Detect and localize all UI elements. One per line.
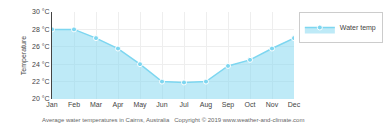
svg-text:24 °C: 24 °C <box>32 61 50 68</box>
svg-text:Oct: Oct <box>245 101 256 108</box>
svg-text:Jul: Jul <box>180 101 189 108</box>
svg-text:28 °C: 28 °C <box>32 26 50 33</box>
svg-text:Sep: Sep <box>222 101 235 109</box>
svg-text:26 °C: 26 °C <box>32 43 50 50</box>
svg-text:Jan: Jan <box>46 101 57 108</box>
svg-text:30 °C: 30 °C <box>32 8 50 15</box>
svg-text:Average water temperatures in: Average water temperatures in Cairns, Au… <box>42 117 304 123</box>
svg-text:20 °C: 20 °C <box>32 95 50 102</box>
svg-text:Temperature: Temperature <box>20 36 28 75</box>
svg-text:Jun: Jun <box>156 101 167 108</box>
svg-text:May: May <box>133 101 147 109</box>
svg-text:Mar: Mar <box>90 101 103 108</box>
svg-text:Aug: Aug <box>200 101 213 109</box>
svg-text:Apr: Apr <box>113 101 125 109</box>
svg-text:Dec: Dec <box>288 101 301 108</box>
svg-text:Water temp: Water temp <box>340 24 376 32</box>
svg-text:Feb: Feb <box>68 101 80 108</box>
svg-text:Nov: Nov <box>266 101 279 108</box>
svg-text:22 °C: 22 °C <box>32 78 50 85</box>
